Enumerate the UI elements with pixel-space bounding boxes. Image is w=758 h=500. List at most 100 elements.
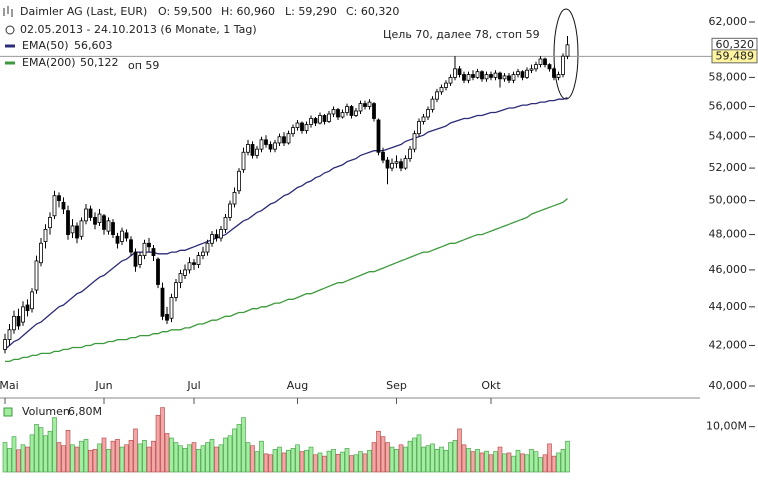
- candle-body: [30, 291, 34, 310]
- candle-body: [291, 127, 295, 135]
- candle-body: [223, 217, 228, 230]
- candle-body: [390, 162, 394, 169]
- volume-bar: [115, 439, 120, 473]
- volume-bar: [29, 434, 35, 473]
- volume-bar: [470, 451, 476, 473]
- candle-body: [421, 116, 426, 122]
- x-tick-label: Aug: [287, 379, 308, 392]
- candle-body: [453, 68, 457, 78]
- candle-body: [336, 109, 340, 118]
- volume-bar: [83, 439, 89, 473]
- candle-body: [313, 118, 318, 124]
- candle-body: [286, 133, 291, 144]
- volume-bar: [394, 449, 399, 473]
- candle-body: [372, 103, 376, 119]
- candle-body: [376, 119, 381, 153]
- price-tag-label: 60,320: [716, 38, 755, 51]
- x-tick-label: Mai: [0, 379, 19, 392]
- volume-bar: [178, 445, 183, 473]
- candle-body: [48, 217, 52, 229]
- candle-body: [241, 151, 246, 171]
- candle-body: [358, 103, 363, 112]
- volume-label: Volumen: [22, 405, 70, 418]
- volume-bar: [16, 449, 21, 473]
- volume-tick-label: 10,00M: [706, 420, 747, 433]
- candle-body: [417, 121, 421, 135]
- candle-body: [561, 55, 565, 75]
- candle-body: [88, 208, 93, 218]
- candle-body: [543, 58, 547, 66]
- candle-body: [156, 258, 160, 285]
- candle-body: [250, 144, 255, 156]
- volume-bar: [502, 453, 507, 473]
- candle-body: [25, 304, 30, 312]
- candle-body: [345, 106, 349, 113]
- candle-body: [142, 242, 147, 256]
- volume-bar: [308, 446, 314, 473]
- candle-body: [394, 161, 399, 164]
- volume-bar: [538, 457, 543, 473]
- candle-body: [205, 242, 210, 253]
- candle-body: [282, 136, 286, 144]
- volume-bar: [556, 452, 561, 473]
- volume-bar: [47, 430, 53, 473]
- candle-body: [408, 148, 412, 159]
- chart-title: Daimler AG (Last, EUR): [20, 5, 147, 18]
- clock-icon: [5, 25, 15, 35]
- volume-bar: [92, 449, 98, 473]
- candle-body: [255, 148, 259, 156]
- volume-bar: [245, 442, 251, 473]
- candle-body: [97, 213, 102, 223]
- volume-bar: [443, 449, 449, 473]
- volume-bar: [340, 451, 345, 473]
- candle-body: [435, 91, 439, 100]
- volume-bar: [461, 444, 467, 473]
- candle-body: [138, 255, 142, 265]
- candle-body: [34, 260, 39, 291]
- volume-bar: [565, 440, 570, 473]
- candle-body: [462, 74, 466, 81]
- candle-body: [39, 242, 43, 264]
- candle-body: [493, 72, 498, 78]
- candle-body: [201, 251, 205, 256]
- candle-body: [484, 74, 489, 80]
- candle-body: [277, 136, 282, 144]
- volume-bar: [493, 451, 498, 473]
- volume-bar: [209, 439, 215, 473]
- candle-body: [147, 242, 151, 248]
- volume-bar: [515, 449, 521, 473]
- volume-bar: [412, 437, 417, 473]
- candle-body: [471, 74, 475, 78]
- candle-body: [16, 315, 21, 327]
- volume-bar: [313, 454, 318, 473]
- volume-bar: [196, 449, 201, 473]
- volume-bar: [407, 440, 413, 473]
- volume-bar: [223, 437, 228, 473]
- candle-body: [403, 158, 408, 169]
- open-label: O: 59,500: [158, 5, 212, 18]
- volume-bar: [97, 443, 102, 473]
- volume-bar: [322, 455, 327, 473]
- y-tick-label: 62,000: [709, 15, 748, 28]
- candle-body: [354, 110, 358, 116]
- candle-body: [534, 64, 538, 70]
- candle-body: [556, 74, 561, 78]
- volume-bar: [326, 450, 332, 473]
- candle-body: [399, 161, 403, 169]
- candle-body: [183, 269, 187, 276]
- volume-bar: [110, 440, 116, 473]
- candle-body: [228, 203, 232, 218]
- candle-body: [187, 262, 192, 271]
- candle-body: [331, 109, 336, 115]
- volume-bar: [2, 442, 8, 473]
- y-tick-label: 50,000: [709, 194, 748, 207]
- volume-bar: [520, 453, 525, 473]
- volume-bar: [241, 417, 246, 473]
- volume-bar: [133, 428, 138, 473]
- ema-line: [4, 96, 568, 350]
- candle-body: [516, 71, 520, 75]
- subtitle: 02.05.2013 - 24.10.2013 (6 Monate, 1 Tag…: [20, 23, 257, 36]
- volume-bar: [398, 444, 404, 473]
- y-tick-label: 58,000: [709, 70, 748, 83]
